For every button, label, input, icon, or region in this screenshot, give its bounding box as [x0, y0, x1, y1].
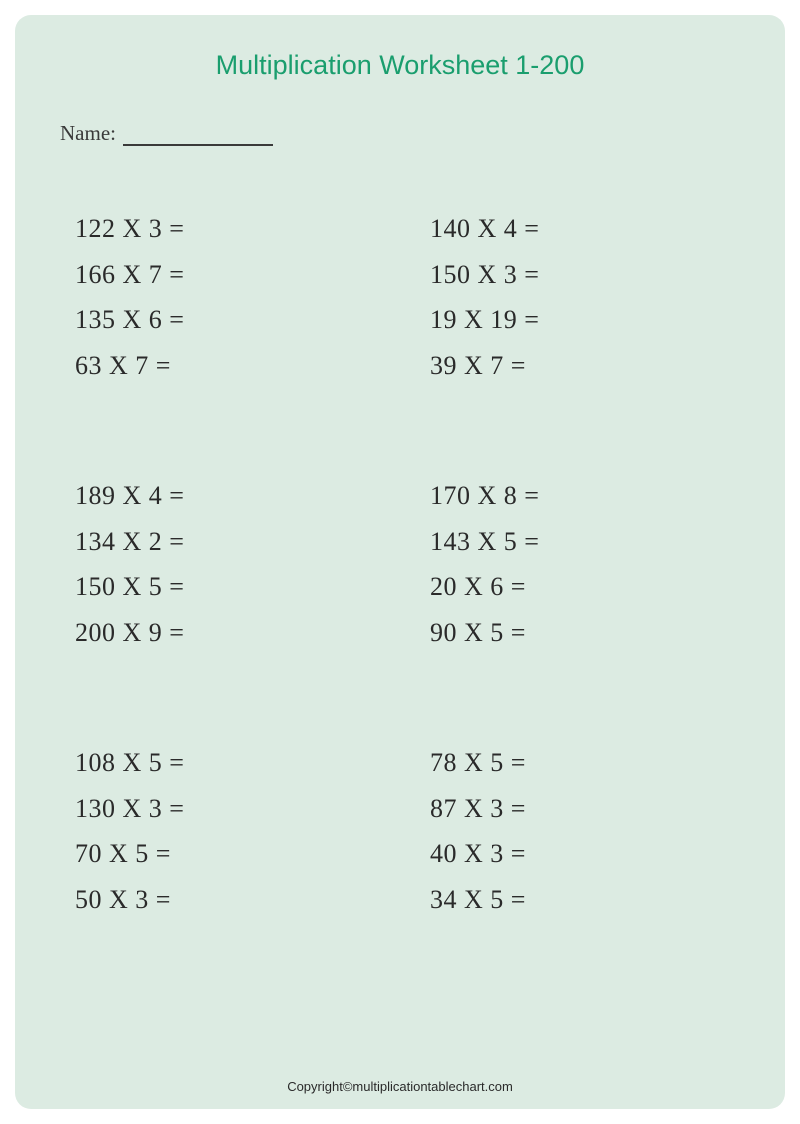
- problem-column-right: 78 X 5 = 87 X 3 = 40 X 3 = 34 X 5 =: [430, 740, 745, 922]
- problem: 108 X 5 =: [75, 740, 430, 786]
- problem: 70 X 5 =: [75, 831, 430, 877]
- problem: 87 X 3 =: [430, 786, 745, 832]
- problem: 90 X 5 =: [430, 610, 745, 656]
- worksheet-title: Multiplication Worksheet 1-200: [55, 50, 745, 81]
- problem-group: 108 X 5 = 130 X 3 = 70 X 5 = 50 X 3 = 78…: [75, 740, 745, 922]
- problem: 135 X 6 =: [75, 297, 430, 343]
- problem: 63 X 7 =: [75, 343, 430, 389]
- problem-column-left: 108 X 5 = 130 X 3 = 70 X 5 = 50 X 3 =: [75, 740, 430, 922]
- problem: 143 X 5 =: [430, 519, 745, 565]
- problem: 34 X 5 =: [430, 877, 745, 923]
- problem: 40 X 3 =: [430, 831, 745, 877]
- problem: 19 X 19 =: [430, 297, 745, 343]
- problem: 150 X 5 =: [75, 564, 430, 610]
- problem: 134 X 2 =: [75, 519, 430, 565]
- problem: 150 X 3 =: [430, 252, 745, 298]
- problem: 20 X 6 =: [430, 564, 745, 610]
- problem: 170 X 8 =: [430, 473, 745, 519]
- problem: 200 X 9 =: [75, 610, 430, 656]
- problem-column-right: 140 X 4 = 150 X 3 = 19 X 19 = 39 X 7 =: [430, 206, 745, 388]
- problem-group: 122 X 3 = 166 X 7 = 135 X 6 = 63 X 7 = 1…: [75, 206, 745, 388]
- problem: 50 X 3 =: [75, 877, 430, 923]
- problem: 189 X 4 =: [75, 473, 430, 519]
- problem: 140 X 4 =: [430, 206, 745, 252]
- problem: 130 X 3 =: [75, 786, 430, 832]
- problem: 78 X 5 =: [430, 740, 745, 786]
- problem: 166 X 7 =: [75, 252, 430, 298]
- name-blank[interactable]: [123, 126, 273, 146]
- copyright: Copyright©multiplicationtablechart.com: [15, 1079, 785, 1094]
- problem: 122 X 3 =: [75, 206, 430, 252]
- problem-group: 189 X 4 = 134 X 2 = 150 X 5 = 200 X 9 = …: [75, 473, 745, 655]
- worksheet-page: Multiplication Worksheet 1-200 Name: 122…: [15, 15, 785, 1109]
- problem-column-right: 170 X 8 = 143 X 5 = 20 X 6 = 90 X 5 =: [430, 473, 745, 655]
- problem-column-left: 189 X 4 = 134 X 2 = 150 X 5 = 200 X 9 =: [75, 473, 430, 655]
- problem-column-left: 122 X 3 = 166 X 7 = 135 X 6 = 63 X 7 =: [75, 206, 430, 388]
- name-label: Name:: [60, 121, 116, 145]
- problems-container: 122 X 3 = 166 X 7 = 135 X 6 = 63 X 7 = 1…: [55, 206, 745, 922]
- name-row: Name:: [60, 121, 745, 146]
- problem: 39 X 7 =: [430, 343, 745, 389]
